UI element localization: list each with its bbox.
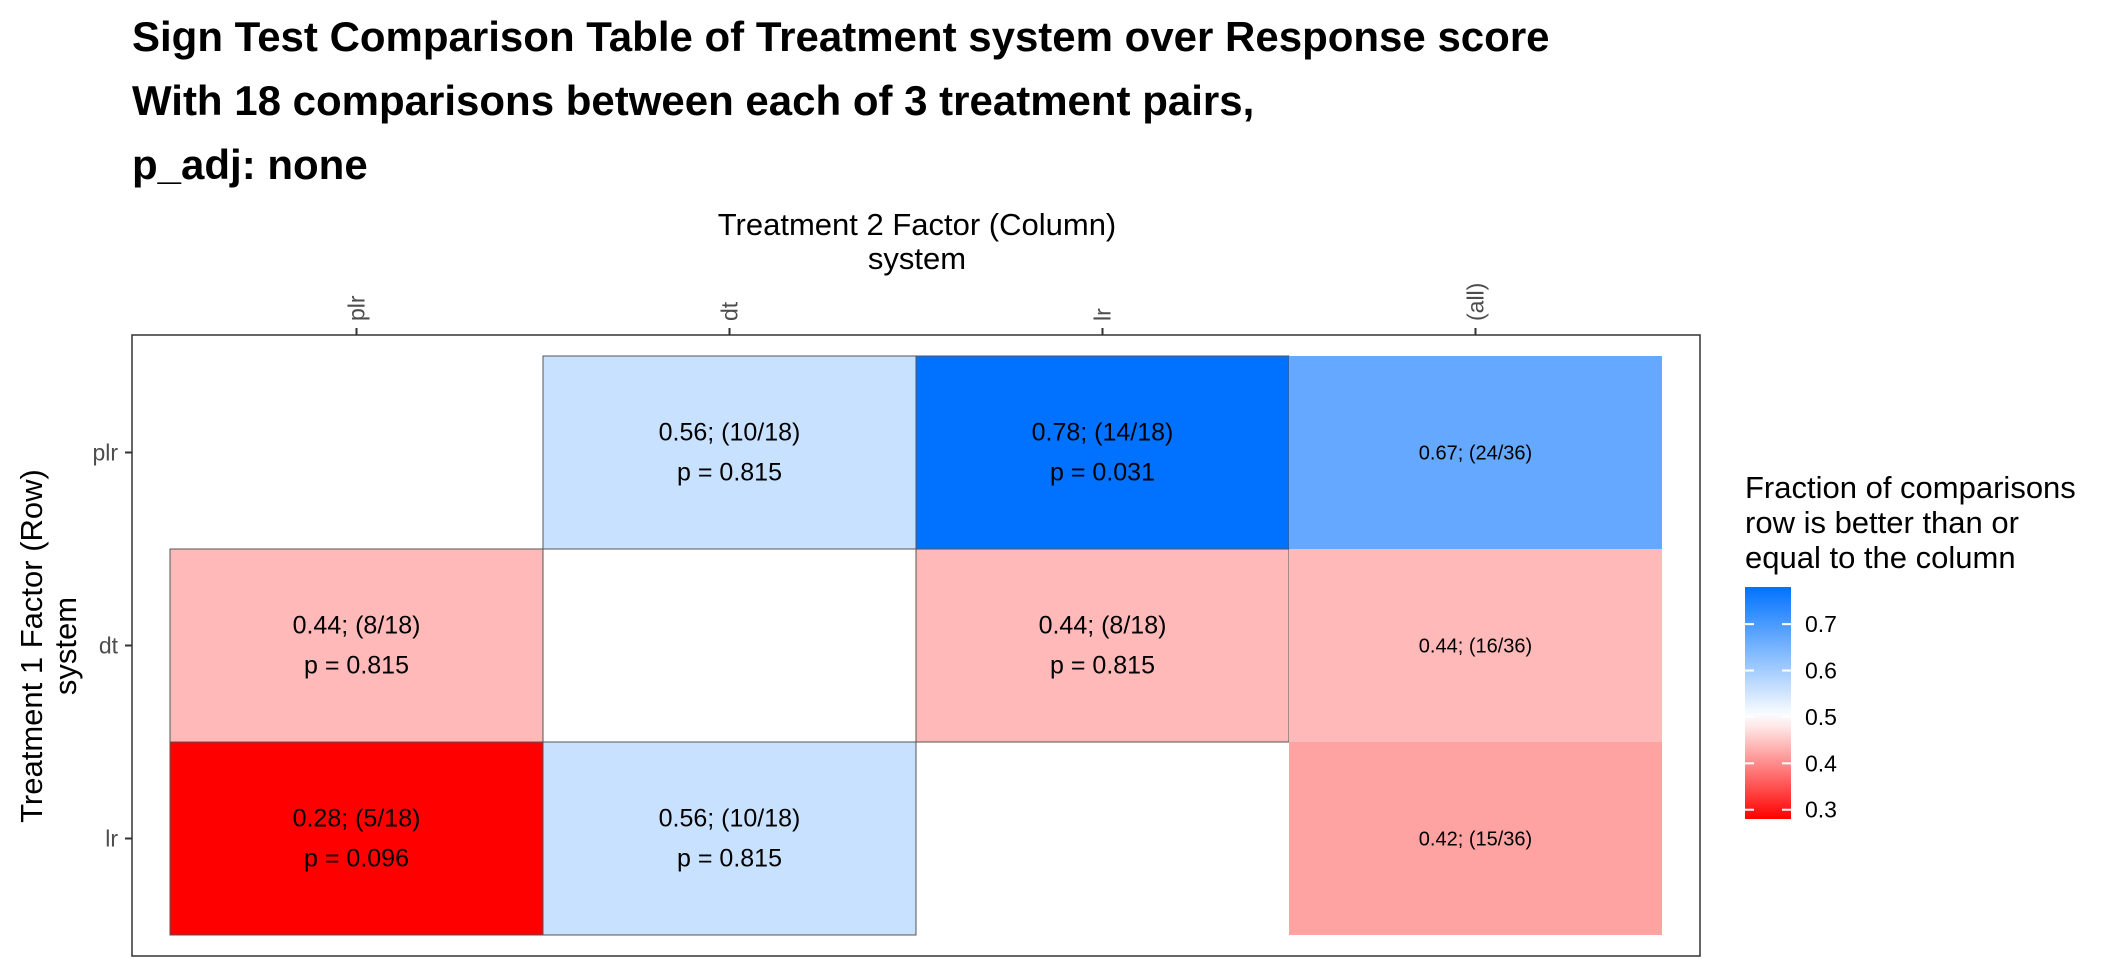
cell-p-label-lr-dt: p = 0.815	[677, 845, 782, 873]
cell-value-label-lr-all: 0.42; (15/36)	[1419, 829, 1532, 851]
plot-panel-border	[131, 334, 1701, 957]
column-axis-title-line-1: Treatment 2 Factor (Column)	[718, 207, 1117, 242]
column-tick-label-plr: plr	[344, 295, 370, 321]
row-axis-title-line-1: Treatment 1 Factor (Row)	[14, 469, 49, 823]
row-tick-label-dt: dt	[99, 633, 119, 659]
cell-p-label-plr-dt: p = 0.815	[677, 459, 782, 487]
column-tick-label-all: (all)	[1463, 283, 1489, 321]
cell-value-label-dt-plr: 0.44; (8/18)	[293, 612, 421, 640]
heatmap-cell-dt-all: 0.44; (16/36)	[1289, 549, 1662, 742]
cell-p-label-lr-plr: p = 0.096	[304, 845, 409, 873]
heatmap-tile-dt-all	[1289, 549, 1662, 742]
heatmap-tile-dt-lr	[915, 548, 1290, 743]
legend-title-line-1: Fraction of comparisons	[1745, 470, 2076, 505]
row-tick-label-lr: lr	[105, 826, 118, 852]
heatmap-tile-lr-all	[1289, 742, 1662, 935]
heatmap-cell-plr-lr: 0.78; (14/18) p = 0.031	[915, 355, 1290, 550]
heatmap-cell-lr-plr: 0.28; (5/18) p = 0.096	[169, 741, 544, 936]
row-tick-label-plr: plr	[92, 440, 118, 466]
chart-title-line-3: p_adj: none	[132, 141, 368, 188]
heatmap-tile-plr-lr	[915, 355, 1290, 550]
cell-value-label-dt-all: 0.44; (16/36)	[1419, 636, 1532, 658]
heatmap-cell-dt-lr: 0.44; (8/18) p = 0.815	[915, 548, 1290, 743]
chart-title-line-1: Sign Test Comparison Table of Treatment …	[132, 13, 1550, 60]
heatmap-tile-plr-all	[1289, 356, 1662, 549]
cell-value-label-dt-lr: 0.44; (8/18)	[1039, 612, 1167, 640]
cell-value-label-plr-dt: 0.56; (10/18)	[659, 419, 801, 447]
legend-title-line-3: equal to the column	[1745, 540, 2016, 575]
legend-break-label-2: 0.5	[1805, 704, 1837, 730]
cell-p-label-dt-plr: p = 0.815	[304, 652, 409, 680]
column-tick-label-dt: dt	[717, 301, 743, 321]
chart-title-line-2: With 18 comparisons between each of 3 tr…	[132, 77, 1255, 124]
heatmap-tile-lr-dt	[542, 741, 917, 936]
cell-p-label-plr-lr: p = 0.031	[1050, 459, 1155, 487]
legend-break-label-0: 0.7	[1805, 611, 1837, 637]
cell-value-label-plr-lr: 0.78; (14/18)	[1032, 419, 1174, 447]
heatmap-cell-dt-plr: 0.44; (8/18) p = 0.815	[169, 548, 544, 743]
column-axis-title-line-2: system	[868, 241, 966, 276]
row-axis-title-line-2: system	[48, 597, 83, 695]
cell-value-label-lr-dt: 0.56; (10/18)	[659, 805, 801, 833]
legend-title-line-2: row is better than or	[1745, 505, 2019, 540]
heatmap-tile-plr-dt	[542, 355, 917, 550]
heatmap-cell-lr-all: 0.42; (15/36)	[1289, 742, 1662, 935]
legend-break-label-1: 0.6	[1805, 658, 1837, 684]
legend-break-label-4: 0.3	[1805, 797, 1837, 823]
column-tick-label-lr: lr	[1090, 308, 1116, 321]
legend-colorbar	[1745, 587, 1791, 819]
heatmap-tile-lr-plr	[169, 741, 544, 936]
cell-p-label-dt-lr: p = 0.815	[1050, 652, 1155, 680]
cell-value-label-plr-all: 0.67; (24/36)	[1419, 443, 1532, 465]
cell-value-label-lr-plr: 0.28; (5/18)	[293, 805, 421, 833]
heatmap-tile-dt-plr	[169, 548, 544, 743]
heatmap-cell-plr-all: 0.67; (24/36)	[1289, 356, 1662, 549]
heatmap-cell-lr-dt: 0.56; (10/18) p = 0.815	[542, 741, 917, 936]
legend-title: Fraction of comparisons row is better th…	[1745, 470, 2076, 575]
heatmap-cell-plr-dt: 0.56; (10/18) p = 0.815	[542, 355, 917, 550]
legend-break-label-3: 0.4	[1805, 750, 1837, 776]
